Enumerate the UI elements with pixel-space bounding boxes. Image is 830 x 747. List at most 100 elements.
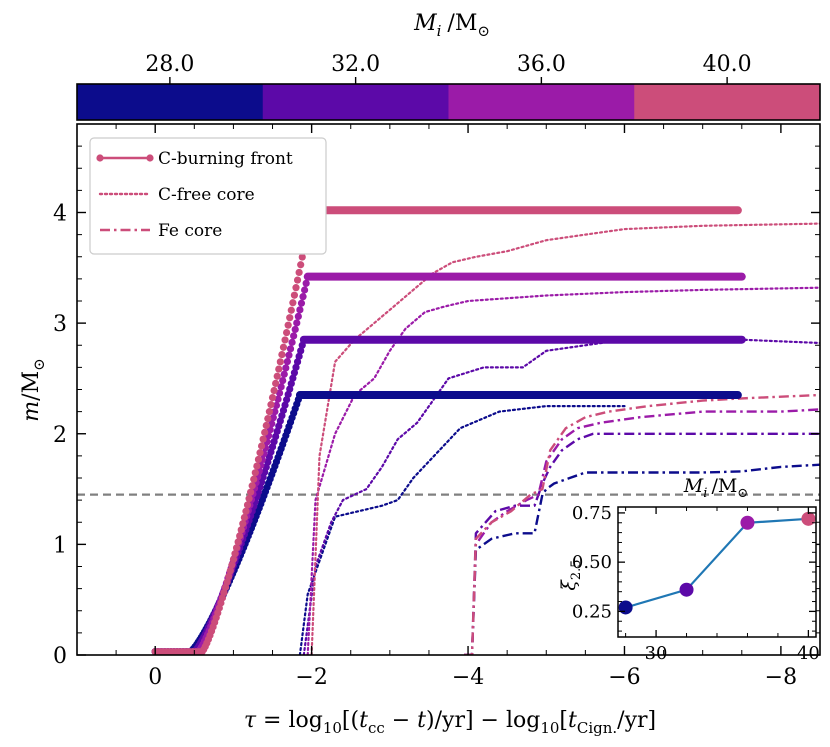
inset-y-tick-label: 0.50 (572, 552, 612, 573)
c-front-marker (295, 352, 303, 360)
inset-line (625, 517, 809, 609)
x-axis-label: τ = log10[(tcc − t)/yr] − log10[tCign./y… (244, 708, 656, 737)
colorbar-bin-28 (77, 84, 264, 120)
main-axes-ticks: 0 −2 −4 −6 −8 0 1 2 3 4 (53, 124, 821, 690)
colorbar-tick-label: 36.0 (517, 52, 566, 77)
fe-core-line-32 (464, 432, 820, 655)
c-front-marker (226, 567, 234, 575)
c-front-marker (298, 253, 306, 261)
c-front-marker (261, 428, 269, 436)
y-tick-label: 0 (53, 644, 67, 669)
inset-y-tick-label: 0.75 (572, 503, 612, 524)
fe-core-line-36 (464, 408, 820, 655)
c-front-marker (240, 513, 248, 522)
c-front-marker (222, 583, 230, 591)
c-front-marker (232, 544, 241, 552)
c-front-marker (293, 276, 302, 284)
c-front-marker (250, 475, 258, 483)
legend-label: Fe core (158, 221, 222, 241)
c-front-marker (287, 380, 295, 388)
c-front-marker (229, 555, 238, 564)
colorbar-bin-36 (448, 84, 635, 120)
c-front-marker (292, 284, 300, 292)
x-tick-label: −6 (608, 665, 640, 690)
c-front-marker (262, 421, 270, 430)
c-front-marker (279, 343, 288, 351)
c-front-marker (272, 379, 280, 388)
legend: C-burning front C-free core Fe core (89, 137, 327, 255)
c-front-marker (223, 578, 231, 586)
c-front-marker (279, 376, 287, 385)
c-front-marker (253, 462, 261, 470)
c-front-marker (234, 538, 242, 546)
c-front-marker (257, 442, 266, 450)
colorbar-tick-label: 28.0 (145, 52, 194, 77)
c-front-marker (265, 408, 273, 416)
inset-plot: 30 40 0.25 0.50 0.75 Mi/M⊙ ξ2.5 (558, 475, 820, 664)
legend-box (89, 137, 327, 255)
c-free-core-line-28 (298, 405, 626, 655)
c-front-marker (290, 291, 299, 299)
c-front-marker (274, 395, 282, 403)
x-tick-label: −2 (295, 665, 327, 690)
y-tick-label: 2 (53, 423, 67, 448)
c-front-marker (286, 385, 294, 393)
main-plot (77, 206, 820, 655)
c-front-marker (299, 293, 307, 301)
c-free-core-line-36 (306, 286, 820, 655)
c-front-marker (290, 369, 299, 377)
c-front-marker (275, 389, 284, 397)
inset-point-40 (801, 511, 816, 526)
inset-title: Mi/M⊙ (683, 475, 748, 501)
c-front-marker (292, 363, 300, 371)
y-tick-label: 4 (53, 202, 67, 227)
c-front-marker (247, 488, 255, 496)
inset-point-36 (740, 515, 755, 530)
c-front-marker (256, 449, 264, 457)
c-front-marker (300, 286, 309, 294)
c-front-marker (276, 358, 284, 366)
c-front-marker (283, 357, 291, 366)
c-front-marker (285, 351, 293, 359)
c-front-marker (243, 501, 252, 509)
x-tick-label: −4 (452, 665, 484, 690)
c-front-marker (281, 336, 289, 344)
c-front-marker (264, 414, 272, 423)
y-axis-label: m/M⊙ (19, 358, 48, 421)
c-front-marker (228, 561, 236, 569)
inset-x-tick-label: 40 (797, 643, 820, 664)
c-front-marker (287, 306, 295, 314)
legend-label: C-free core (158, 185, 255, 205)
c-front-marker (231, 550, 239, 558)
c-front-marker (239, 520, 247, 528)
c-front-marker (286, 314, 294, 322)
inset-y-tick-label: 0.25 (572, 601, 612, 622)
c-front-marker (284, 321, 292, 329)
c-front-marker (275, 365, 283, 373)
colorbar-bin-32 (262, 84, 449, 120)
c-front-marker (293, 358, 302, 366)
c-front-marker (225, 572, 233, 581)
inset-x-tick-label: 30 (645, 643, 668, 664)
c-front-marker (293, 319, 301, 327)
c-front-marker (296, 306, 304, 314)
c-front-marker (269, 414, 277, 422)
c-front-marker (288, 338, 296, 346)
c-free-core-line-40 (310, 222, 820, 655)
fe-core-line-40 (464, 393, 820, 655)
c-front-marker (267, 401, 275, 409)
c-front-marker (297, 261, 305, 269)
c-front-marker (282, 364, 290, 372)
c-front-marker (289, 374, 297, 382)
c-front-marker (242, 507, 250, 515)
c-burning-front-40 (151, 206, 742, 655)
legend-swatch-marker (146, 154, 154, 162)
c-free-core-line-32 (302, 338, 820, 655)
c-front-marker (294, 312, 302, 321)
legend-label: C-burning front (158, 149, 293, 169)
c-front-marker (291, 325, 299, 334)
x-tick-label: −8 (765, 665, 797, 690)
colorbar-tick-label: 32.0 (331, 52, 380, 77)
c-front-marker (236, 532, 244, 540)
inset-point-28 (618, 600, 633, 615)
